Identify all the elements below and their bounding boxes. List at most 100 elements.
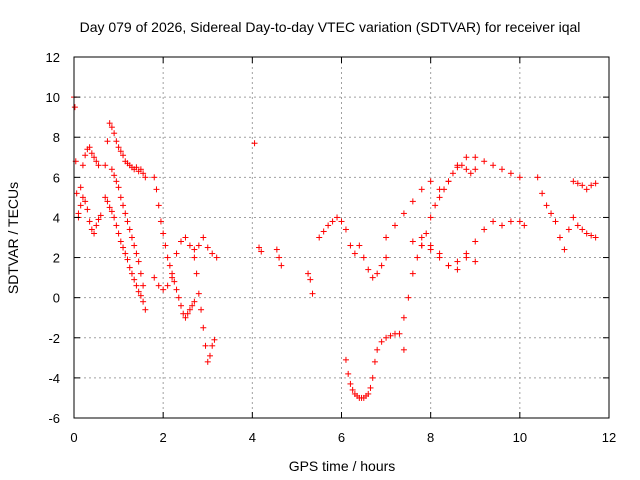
data-point xyxy=(191,298,198,305)
data-point xyxy=(309,290,316,297)
data-point xyxy=(108,208,115,215)
data-point xyxy=(91,230,98,237)
data-point xyxy=(137,292,144,299)
data-point xyxy=(409,270,416,277)
data-point xyxy=(351,250,358,257)
data-point xyxy=(164,282,171,289)
data-point xyxy=(463,154,470,161)
grid xyxy=(74,57,609,418)
data-point xyxy=(305,270,312,277)
data-point xyxy=(490,218,497,225)
data-point xyxy=(206,352,213,359)
data-point xyxy=(273,246,280,253)
data-point xyxy=(84,206,91,213)
data-point xyxy=(182,314,189,321)
data-point xyxy=(387,332,394,339)
data-point xyxy=(200,234,207,241)
data-point xyxy=(91,154,98,161)
data-point xyxy=(320,228,327,235)
data-point xyxy=(251,140,258,147)
data-point xyxy=(365,266,372,273)
data-point xyxy=(111,130,118,137)
data-point xyxy=(592,180,599,187)
data-point xyxy=(104,198,111,205)
data-point xyxy=(521,222,528,229)
data-point xyxy=(347,380,354,387)
x-tick-label: 8 xyxy=(427,430,434,445)
data-points xyxy=(71,94,599,401)
y-tick-label: -6 xyxy=(48,411,60,426)
y-tick-label: -4 xyxy=(48,371,60,386)
data-point xyxy=(570,214,577,221)
data-point xyxy=(307,276,314,283)
data-point xyxy=(463,166,470,173)
data-point xyxy=(77,184,84,191)
data-point xyxy=(209,342,216,349)
data-point xyxy=(552,218,559,225)
data-point xyxy=(169,274,176,281)
data-point xyxy=(133,282,140,289)
data-point xyxy=(106,120,113,127)
data-point xyxy=(454,266,461,273)
data-point xyxy=(516,174,523,181)
data-point xyxy=(140,298,147,305)
data-point xyxy=(82,198,89,205)
chart-title: Day 079 of 2026, Sidereal Day-to-day VTE… xyxy=(80,19,581,35)
data-point xyxy=(77,202,84,209)
x-tick-label: 0 xyxy=(70,430,77,445)
data-point xyxy=(106,204,113,211)
data-point xyxy=(472,258,479,265)
data-point xyxy=(561,246,568,253)
data-point xyxy=(507,170,514,177)
data-point xyxy=(195,242,202,249)
data-point xyxy=(133,250,140,257)
data-point xyxy=(499,166,505,173)
x-tick-label: 6 xyxy=(338,430,345,445)
data-point xyxy=(173,250,180,257)
data-point xyxy=(198,306,205,313)
data-point xyxy=(556,234,563,241)
data-point xyxy=(427,178,434,185)
data-point xyxy=(278,262,285,269)
data-point xyxy=(120,202,127,209)
data-point xyxy=(113,178,120,185)
data-point xyxy=(202,342,209,349)
data-point xyxy=(128,270,135,277)
data-point xyxy=(338,218,345,225)
data-point xyxy=(454,162,461,169)
data-point xyxy=(472,166,479,173)
data-point xyxy=(88,150,95,157)
data-point xyxy=(115,144,122,151)
data-point xyxy=(115,230,122,237)
y-tick-label: 8 xyxy=(53,130,60,145)
data-point xyxy=(579,182,586,189)
data-point xyxy=(93,222,100,229)
data-point xyxy=(113,222,120,229)
data-point xyxy=(329,218,336,225)
data-point xyxy=(71,104,78,111)
data-point xyxy=(86,144,93,151)
data-point xyxy=(135,258,142,265)
data-point xyxy=(122,250,129,257)
data-point xyxy=(124,218,131,225)
data-point xyxy=(120,152,127,159)
data-point xyxy=(436,186,443,193)
data-point xyxy=(95,162,102,169)
data-point xyxy=(365,390,372,397)
data-point xyxy=(160,286,167,293)
data-point xyxy=(184,310,191,317)
data-point xyxy=(151,174,158,181)
data-point xyxy=(117,238,124,245)
data-point xyxy=(367,384,374,391)
data-point xyxy=(548,210,555,217)
data-point xyxy=(124,256,131,263)
data-point xyxy=(481,158,488,165)
data-point xyxy=(140,282,147,289)
data-point xyxy=(414,254,421,261)
data-point xyxy=(409,198,416,205)
data-point xyxy=(445,178,452,185)
data-point xyxy=(427,242,434,249)
data-point xyxy=(108,166,115,173)
data-point xyxy=(193,270,200,277)
data-point xyxy=(155,202,162,209)
